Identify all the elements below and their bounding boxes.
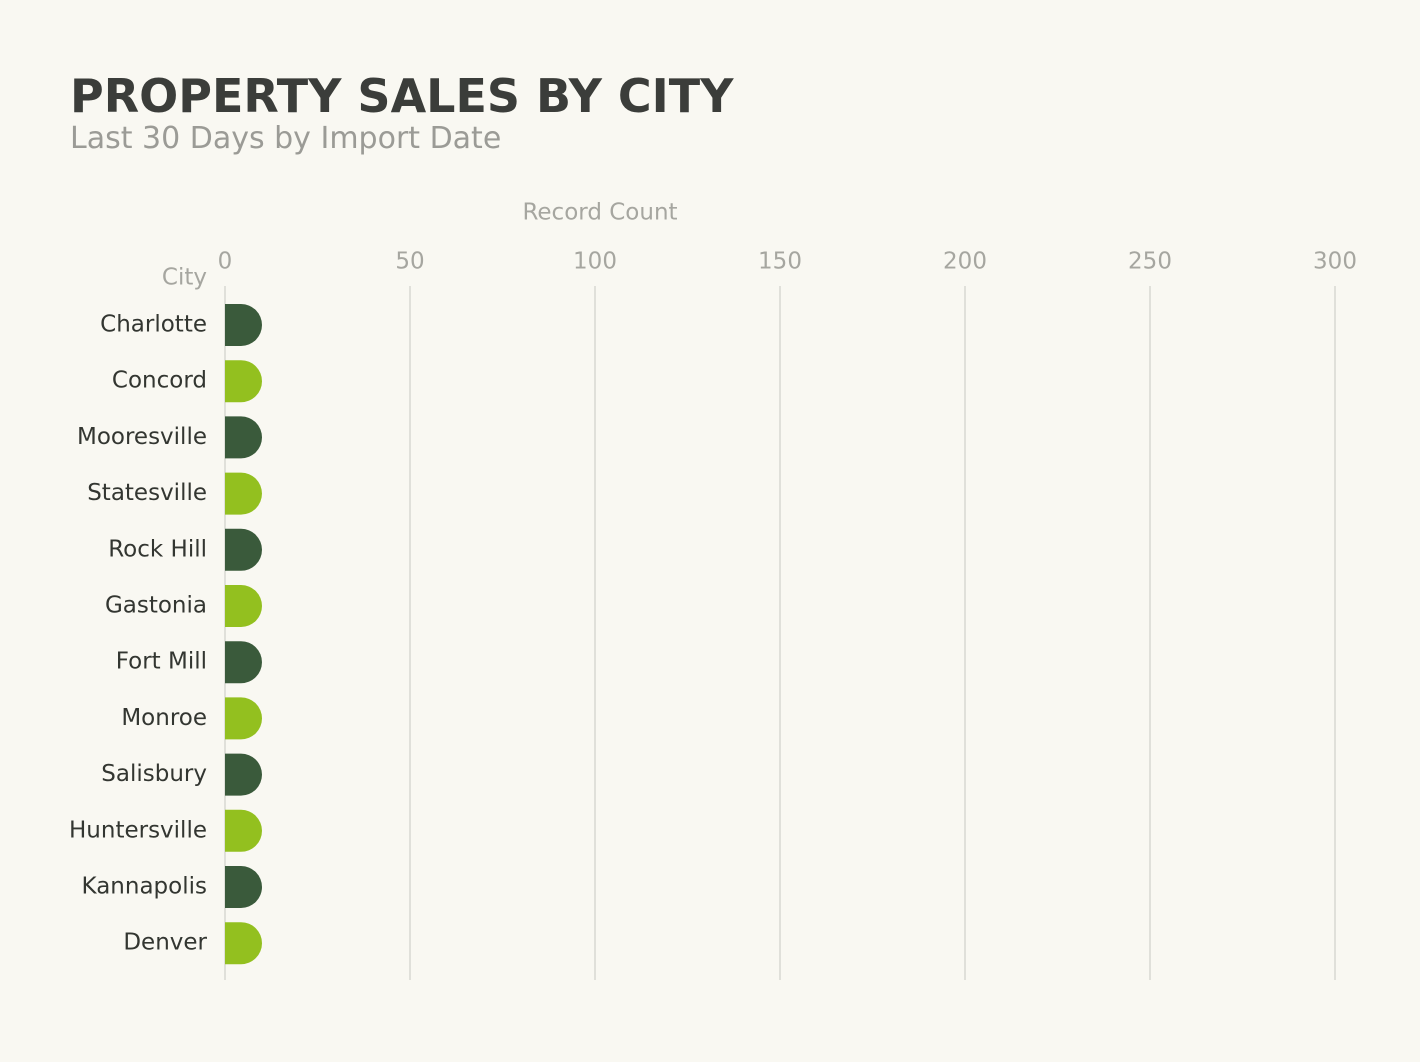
bar (225, 528, 262, 571)
bar (225, 922, 262, 965)
bar (225, 360, 262, 403)
y-axis-title: City (162, 265, 207, 291)
y-tick-label: Statesville (87, 480, 207, 506)
y-tick-label: Monroe (121, 705, 207, 731)
bar (225, 753, 262, 796)
y-tick-label: Kannapolis (82, 874, 207, 900)
x-tick-label: 250 (1128, 249, 1172, 275)
bar (225, 641, 262, 684)
y-tick-label: Huntersville (69, 817, 207, 843)
y-tick-label: Gastonia (105, 593, 207, 619)
x-tick-label: 50 (395, 249, 424, 275)
chart-title: PROPERTY SALES BY CITY (70, 69, 734, 123)
bar (225, 585, 262, 627)
x-tick-label: 150 (758, 249, 802, 275)
bar (225, 697, 262, 740)
x-tick-label: 300 (1313, 249, 1357, 275)
y-tick-label: Concord (112, 368, 207, 394)
y-tick-label: Charlotte (100, 312, 207, 338)
y-tick-label: Denver (123, 930, 207, 956)
y-tick-label: Rock Hill (108, 536, 207, 562)
bar (225, 472, 262, 515)
x-tick-label: 200 (943, 249, 987, 275)
bar (225, 416, 262, 459)
x-tick-label: 0 (218, 249, 233, 275)
y-tick-label: Salisbury (101, 761, 207, 787)
y-tick-label: Fort Mill (116, 649, 207, 675)
bar (225, 809, 262, 852)
bar (225, 304, 262, 346)
y-tick-label: Mooresville (77, 424, 207, 450)
x-tick-label: 100 (573, 249, 617, 275)
bar (225, 866, 262, 908)
x-axis-title: Record Count (522, 200, 677, 226)
chart-subtitle: Last 30 Days by Import Date (70, 121, 501, 156)
